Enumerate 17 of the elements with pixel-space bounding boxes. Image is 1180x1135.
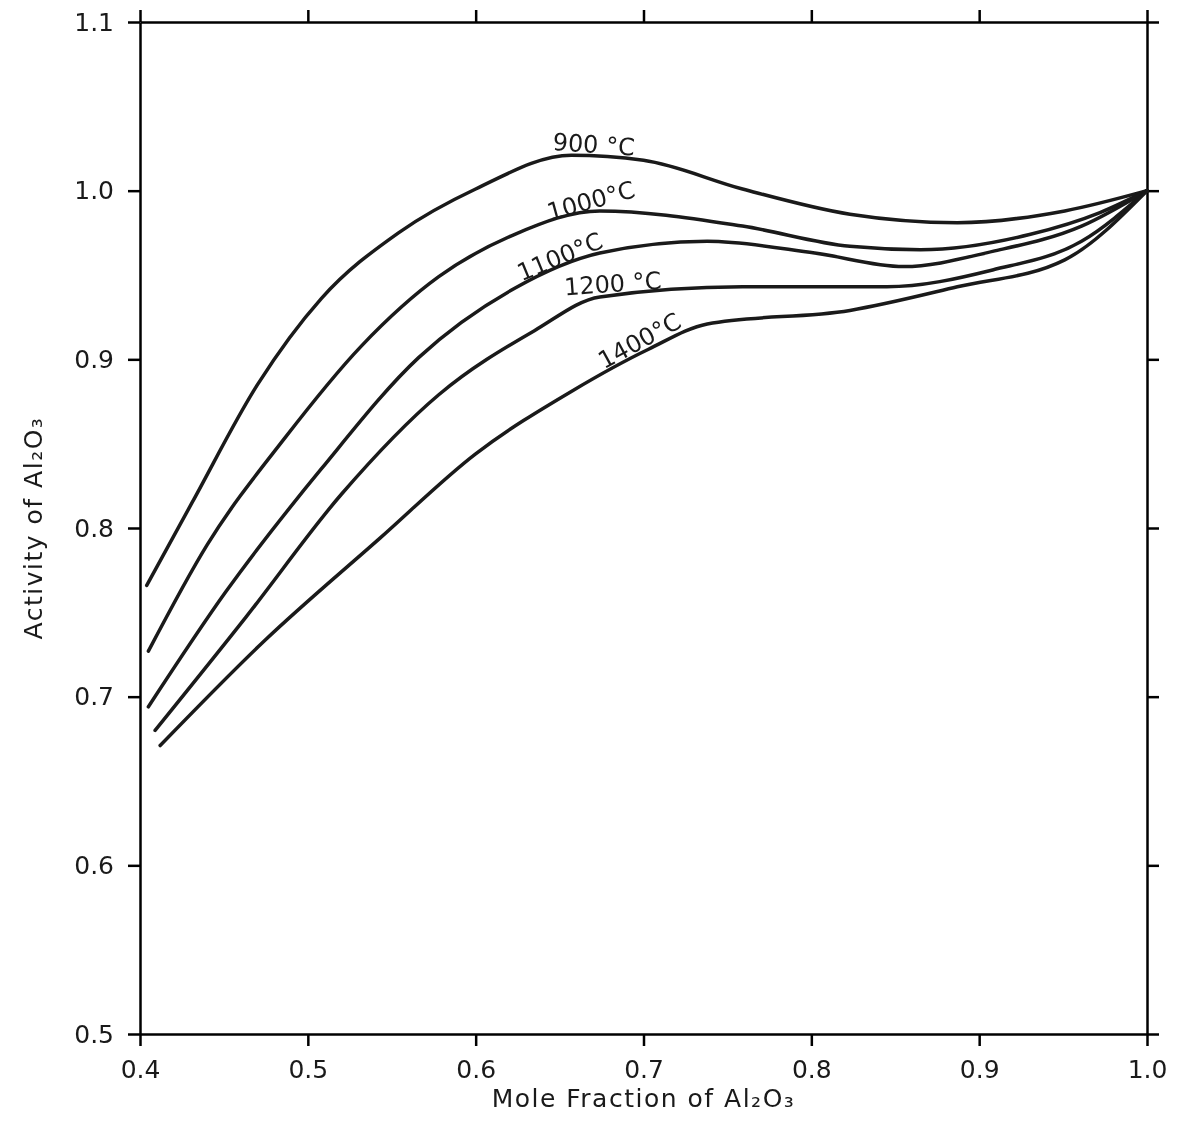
y-tick-label: 0.9 [74, 344, 114, 374]
x-tick-label: 0.8 [791, 1054, 832, 1084]
y-tick-label: 0.7 [74, 682, 114, 712]
series-label: 900 °C [551, 127, 636, 162]
x-tick-label: 0.4 [120, 1054, 161, 1084]
y-tick-label: 1.1 [74, 7, 114, 37]
x-axis-title: Mole Fraction of Al₂O₃ [491, 1084, 796, 1113]
x-tick-label: 0.5 [288, 1054, 329, 1084]
x-tick-label: 0.6 [456, 1054, 497, 1084]
y-tick-label: 0.8 [74, 513, 114, 543]
y-tick-label: 0.6 [74, 850, 114, 880]
y-axis-title: Activity of Al₂O₃ [19, 416, 48, 640]
x-tick-label: 1.0 [1127, 1054, 1168, 1084]
x-tick-label: 0.7 [624, 1054, 664, 1084]
y-tick-label: 0.5 [74, 1019, 114, 1049]
x-tick-label: 0.9 [959, 1054, 1000, 1084]
y-tick-label: 1.0 [74, 176, 114, 206]
